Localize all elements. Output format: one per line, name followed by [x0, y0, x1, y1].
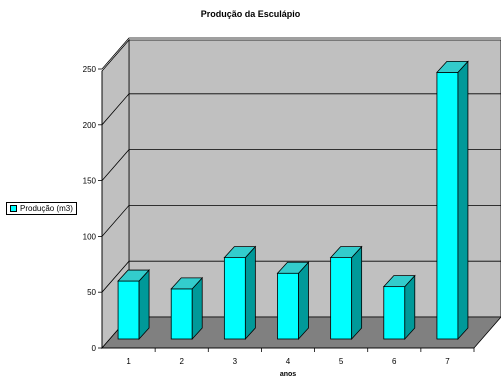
bar-front	[277, 272, 299, 340]
bar-front	[170, 288, 193, 340]
bar-front	[330, 257, 353, 340]
y-tick-label: 50	[87, 288, 96, 297]
bar-front	[117, 280, 140, 340]
y-tick-label: 200	[83, 121, 97, 130]
bar-front	[223, 257, 246, 340]
gridline	[101, 260, 501, 293]
x-tick-label: 1	[126, 357, 131, 366]
bar	[117, 269, 150, 341]
bar-top	[117, 269, 150, 282]
bars	[117, 60, 469, 341]
gridlines	[101, 37, 501, 293]
tick-labels: 0 50 100 150 200 250 1 2 3 4 5 6 7 anos	[83, 65, 451, 377]
x-axis-title: anos	[280, 371, 296, 377]
bar-side	[351, 245, 363, 341]
legend: Produção (m3)	[6, 202, 77, 215]
bar-top	[436, 60, 469, 73]
bar-top	[170, 277, 204, 290]
legend-label: Produção (m3)	[20, 204, 73, 213]
y-tick-label: 250	[83, 65, 97, 74]
bar-top	[276, 261, 310, 274]
bar-side	[138, 269, 150, 341]
chart-title: Produção da Esculápio	[200, 9, 301, 19]
bar	[382, 274, 416, 341]
bar-side	[298, 261, 309, 341]
y-tick-label: 100	[83, 232, 97, 241]
x-tick-label: 4	[286, 357, 291, 366]
y-tick-label: 0	[92, 344, 97, 353]
bar-side	[457, 60, 469, 341]
gridline	[101, 37, 501, 70]
bar-front	[436, 71, 459, 340]
gridline	[101, 149, 501, 181]
bar-side	[244, 245, 256, 341]
x-tick-label: 3	[233, 357, 238, 366]
x-tick-label: 5	[339, 357, 344, 366]
bar	[436, 60, 469, 341]
y-tick-label: 150	[83, 177, 97, 186]
gridline	[101, 204, 501, 237]
bar	[223, 245, 257, 341]
bar	[276, 261, 310, 341]
bar-top	[223, 246, 257, 259]
bar	[170, 276, 204, 341]
x-tick-label: 6	[392, 357, 397, 366]
x-tick-label: 2	[179, 357, 184, 366]
bar-front	[383, 286, 406, 340]
gridline	[101, 93, 501, 126]
axes	[98, 68, 475, 352]
bar	[329, 245, 363, 341]
bar-top	[382, 275, 416, 288]
x-tick-label: 7	[445, 357, 450, 366]
bar-top	[329, 246, 363, 259]
legend-swatch	[10, 205, 17, 212]
